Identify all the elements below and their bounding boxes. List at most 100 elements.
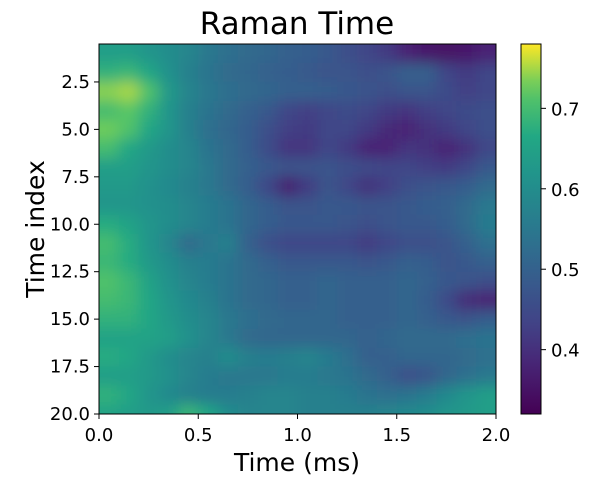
heatmap-cell [436, 157, 457, 178]
heatmap-cell [416, 271, 438, 292]
heatmap-cell [456, 252, 477, 273]
heatmap-cell [138, 290, 160, 311]
heatmap-cell [337, 81, 358, 102]
heatmap-cell [376, 44, 398, 64]
heatmap-cell [218, 214, 239, 235]
heatmap-cell [277, 271, 299, 292]
heatmap-cell [99, 328, 120, 349]
heatmap-cell [337, 44, 358, 64]
heatmap-cell [237, 138, 259, 159]
heatmap-cell [357, 385, 378, 406]
heatmap-cell [476, 233, 496, 254]
heatmap-cell [416, 366, 438, 387]
heatmap-cell [99, 309, 120, 330]
heatmap-cell [297, 404, 318, 414]
heatmap-cell [118, 404, 140, 414]
heatmap-cell [277, 252, 299, 273]
heatmap-cell [337, 347, 358, 368]
heatmap-cell [99, 252, 120, 273]
heatmap-cell [396, 271, 418, 292]
heatmap-cell [99, 366, 120, 387]
heatmap-cell [99, 385, 120, 406]
x-tick-label: 0.0 [85, 425, 114, 446]
heatmap-cell [237, 290, 259, 311]
heatmap-cell [178, 81, 199, 102]
heatmap-cell [218, 195, 239, 216]
heatmap-cell [376, 271, 398, 292]
heatmap-cell [198, 328, 219, 349]
heatmap-cell [178, 290, 199, 311]
heatmap-cell [198, 347, 219, 368]
heatmap-cell [416, 44, 438, 64]
heatmap-cell [257, 252, 279, 273]
heatmap-cell [317, 290, 338, 311]
heatmap-cell [436, 195, 457, 216]
heatmap-cell [99, 347, 120, 368]
heatmap-cell [476, 385, 496, 406]
heatmap-cell [337, 100, 358, 121]
heatmap-cell [277, 385, 299, 406]
heatmap-cell [198, 366, 219, 387]
heatmap-cell [476, 119, 496, 140]
heatmap-cell [416, 385, 438, 406]
heatmap-cell [297, 119, 318, 140]
heatmap-cell [218, 62, 239, 83]
heatmap-cell [297, 157, 318, 178]
heatmap-cell [237, 62, 259, 83]
heatmap-cell [456, 214, 477, 235]
heatmap-cell [158, 214, 179, 235]
heatmap-cell [317, 309, 338, 330]
heatmap-cell [376, 347, 398, 368]
heatmap-cell [436, 233, 457, 254]
heatmap-cell [357, 290, 378, 311]
heatmap-cell [376, 157, 398, 178]
heatmap-cell [357, 81, 378, 102]
x-tick-label: 1.0 [283, 425, 312, 446]
heatmap-cell [317, 366, 338, 387]
heatmap-cell [436, 176, 457, 197]
heatmap-cell [456, 385, 477, 406]
heatmap-cell [396, 347, 418, 368]
heatmap-cell [456, 366, 477, 387]
heatmap-cell [138, 157, 160, 178]
heatmap-cell [396, 252, 418, 273]
heatmap-cell [277, 195, 299, 216]
heatmap-cell [237, 252, 259, 273]
heatmap-cell [476, 214, 496, 235]
heatmap-cell [198, 62, 219, 83]
heatmap-cell [436, 44, 457, 64]
heatmap-cell [436, 347, 457, 368]
y-tick-label: 20.0 [50, 404, 90, 425]
heatmap-cell [317, 44, 338, 64]
heatmap-cell [456, 81, 477, 102]
heatmap-cell [357, 271, 378, 292]
heatmap-cell [317, 176, 338, 197]
heatmap-cell [436, 366, 457, 387]
heatmap-cell [218, 347, 239, 368]
heatmap-cell [317, 81, 338, 102]
heatmap-cell [357, 195, 378, 216]
heatmap-cell [198, 157, 219, 178]
heatmap-cell [396, 328, 418, 349]
heatmap-cell [257, 81, 279, 102]
heatmap-cell [436, 81, 457, 102]
heatmap-cell [376, 233, 398, 254]
heatmap-cell [456, 328, 477, 349]
heatmap-cell [337, 138, 358, 159]
heatmap-cell [376, 119, 398, 140]
heatmap-cell [436, 309, 457, 330]
heatmap-cell [297, 100, 318, 121]
heatmap-cell [317, 385, 338, 406]
heatmap-cell [476, 252, 496, 273]
heatmap-cell [456, 62, 477, 83]
heatmap-cell [337, 385, 358, 406]
heatmap-cell [416, 176, 438, 197]
heatmap-cell [138, 252, 160, 273]
heatmap-cell [337, 366, 358, 387]
heatmap-cell [138, 81, 160, 102]
heatmap-cell [218, 81, 239, 102]
heatmap-cell [376, 385, 398, 406]
heatmap-cell [317, 252, 338, 273]
heatmap-cell [178, 328, 199, 349]
